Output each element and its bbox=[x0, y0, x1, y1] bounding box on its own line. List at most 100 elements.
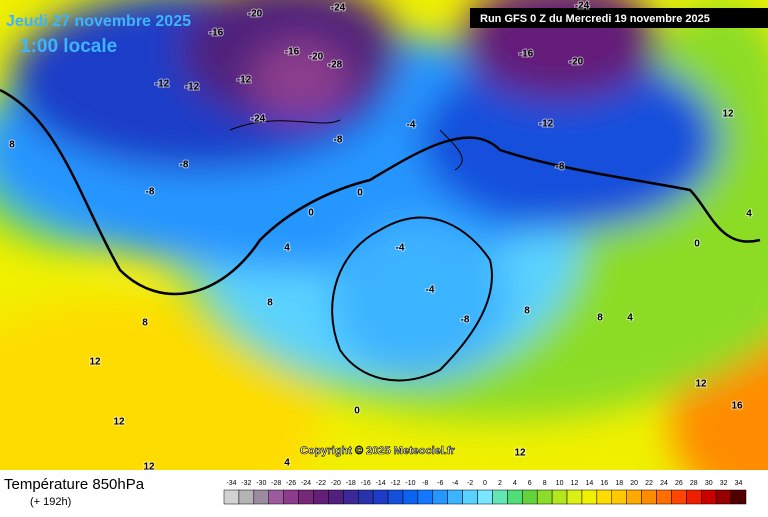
legend-swatch bbox=[477, 489, 493, 505]
legend-value: 0 bbox=[483, 480, 487, 487]
legend-swatch bbox=[656, 489, 672, 505]
legend-swatch bbox=[268, 489, 284, 505]
legend-value: -2 bbox=[467, 480, 473, 487]
legend-swatch bbox=[402, 489, 419, 505]
legend-swatch bbox=[701, 489, 717, 505]
legend-value: -28 bbox=[271, 480, 281, 487]
legend-swatch bbox=[298, 489, 314, 505]
legend-value: 30 bbox=[705, 480, 713, 487]
legend-value: 4 bbox=[513, 480, 517, 487]
legend-value: -4 bbox=[452, 480, 458, 487]
legend-swatch bbox=[387, 489, 404, 505]
legend-swatch bbox=[581, 489, 598, 505]
contour-label: -8 bbox=[556, 162, 565, 173]
legend-swatch bbox=[492, 489, 508, 505]
contour-label: 0 bbox=[354, 406, 360, 417]
legend-value: 28 bbox=[690, 480, 698, 487]
legend-value: 20 bbox=[630, 480, 638, 487]
legend-value: 8 bbox=[543, 480, 547, 487]
contour-label: 16 bbox=[731, 401, 743, 412]
contour-label: -24 bbox=[575, 1, 590, 12]
contour-label: 4 bbox=[284, 458, 290, 469]
legend-swatch bbox=[507, 489, 523, 505]
contour-label: 8 bbox=[9, 140, 15, 151]
legend-value: -18 bbox=[346, 480, 356, 487]
legend-value: -22 bbox=[316, 480, 326, 487]
legend-swatch bbox=[313, 489, 329, 505]
contour-label: 0 bbox=[357, 188, 363, 199]
legend-swatch bbox=[641, 489, 657, 505]
contour-label: -8 bbox=[180, 160, 189, 171]
contour-label: 12 bbox=[695, 379, 707, 390]
contour-label: 12 bbox=[722, 109, 734, 120]
run-info: Run GFS 0 Z du Mercredi 19 novembre 2025 bbox=[480, 13, 710, 25]
legend-value: 10 bbox=[556, 480, 564, 487]
legend-swatch bbox=[522, 489, 538, 505]
legend-swatch bbox=[432, 489, 448, 505]
contour-label: -12 bbox=[237, 75, 252, 86]
legend-swatch bbox=[462, 489, 478, 505]
legend-value: -16 bbox=[361, 480, 371, 487]
legend-swatch bbox=[596, 489, 613, 505]
legend-swatch bbox=[566, 489, 583, 505]
legend-value: 16 bbox=[600, 480, 608, 487]
legend-value: -8 bbox=[422, 480, 428, 487]
legend-title: Température 850hPa bbox=[4, 476, 145, 493]
legend-swatch bbox=[283, 489, 299, 505]
contour-label: 12 bbox=[89, 357, 101, 368]
contour-label: -8 bbox=[334, 135, 343, 146]
legend-value: 34 bbox=[735, 480, 743, 487]
date: Jeudi 27 novembre 2025 bbox=[6, 13, 191, 30]
contour-label: -28 bbox=[328, 60, 343, 71]
contour-label: 4 bbox=[284, 243, 290, 254]
legend-swatch bbox=[223, 489, 240, 505]
legend-value: 12 bbox=[571, 480, 579, 487]
contour-label: 12 bbox=[143, 462, 155, 473]
contour-label: 4 bbox=[746, 209, 752, 220]
contour-label: -8 bbox=[461, 315, 470, 326]
contour-label: 12 bbox=[514, 448, 526, 459]
legend-swatch bbox=[715, 489, 732, 505]
contour-label: 12 bbox=[113, 417, 125, 428]
legend-value: -12 bbox=[390, 480, 400, 487]
legend-swatch bbox=[253, 489, 269, 505]
legend-swatch bbox=[343, 489, 359, 505]
contour-label: -4 bbox=[407, 120, 416, 131]
legend-value: -26 bbox=[286, 480, 296, 487]
contour-label: -8 bbox=[146, 187, 155, 198]
legend-value: 32 bbox=[720, 480, 728, 487]
contour-label: -16 bbox=[209, 28, 224, 39]
legend-value: 18 bbox=[615, 480, 623, 487]
legend-swatch bbox=[447, 489, 463, 505]
legend-value: 14 bbox=[586, 480, 594, 487]
legend-subtitle: (+ 192h) bbox=[30, 496, 71, 508]
legend-swatch bbox=[686, 489, 702, 505]
legend-swatch bbox=[417, 489, 434, 505]
contour-label: 8 bbox=[142, 318, 148, 329]
legend-value: 24 bbox=[660, 480, 668, 487]
legend-value: 2 bbox=[498, 480, 502, 487]
contour-label: 8 bbox=[597, 313, 603, 324]
contour-label: -16 bbox=[285, 47, 300, 58]
contour-label: 8 bbox=[524, 306, 530, 317]
legend-value: -10 bbox=[405, 480, 415, 487]
legend-swatch bbox=[328, 489, 344, 505]
contour-label: -20 bbox=[309, 52, 324, 63]
legend-swatch bbox=[372, 489, 389, 505]
legend-swatch bbox=[536, 489, 553, 505]
contour-label: -4 bbox=[426, 285, 435, 296]
legend-value: -34 bbox=[226, 480, 236, 487]
contour-label: -12 bbox=[185, 82, 200, 93]
contour-label: 4 bbox=[627, 313, 633, 324]
time: 1:00 locale bbox=[20, 36, 117, 57]
legend-swatch bbox=[551, 489, 568, 505]
legend-value: -20 bbox=[331, 480, 341, 487]
legend-value: -30 bbox=[256, 480, 266, 487]
legend-swatch bbox=[238, 489, 255, 505]
legend-value: -32 bbox=[241, 480, 251, 487]
copyright: Copyright © 2025 Meteociel.fr bbox=[300, 445, 456, 457]
legend-value: 22 bbox=[645, 480, 653, 487]
legend-value: 6 bbox=[528, 480, 532, 487]
